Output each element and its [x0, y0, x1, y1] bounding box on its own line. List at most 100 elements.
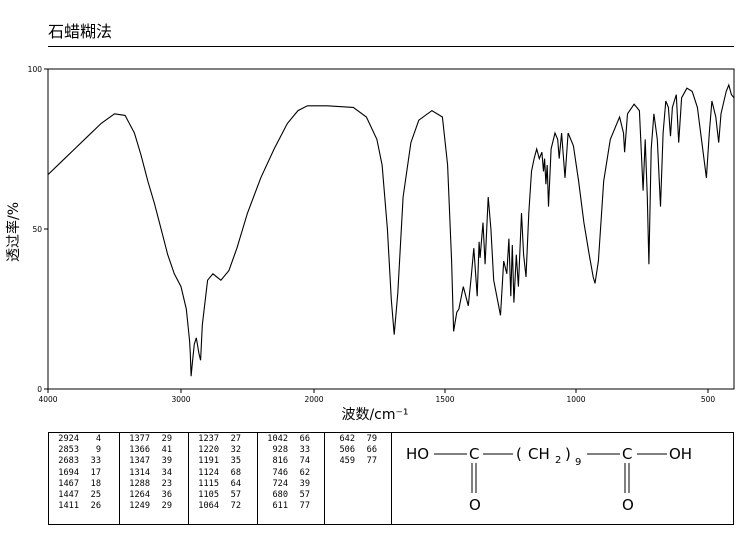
peak-table-row: 1220 32 [189, 445, 257, 456]
peak-transmittance: 74 [299, 456, 310, 467]
peak-wavenumber: 642 [339, 434, 355, 444]
peak-wavenumber: 1411 [58, 501, 79, 512]
y-tick-label: 0 [37, 385, 42, 394]
carbonyl-carbon-right: C [622, 445, 632, 463]
peak-wavenumber: 680 [272, 490, 288, 501]
peak-wavenumber: 2853 [58, 445, 79, 456]
structure-formula: HO C O ( CH 2 ) 9 C O OH [392, 433, 734, 524]
peak-wavenumber: 506 [339, 445, 355, 456]
peak-wavenumber: 928 [272, 445, 288, 456]
peak-transmittance: 18 [90, 478, 101, 489]
plot-frame [47, 68, 735, 390]
x-tick-label: 1500 [435, 395, 454, 404]
peak-wavenumber: 1347 [129, 456, 150, 467]
x-tick-label: 2000 [304, 395, 323, 404]
peak-wavenumber: 1377 [129, 434, 150, 444]
peak-table-row: 724 39 [258, 479, 324, 490]
peak-table-row: 746 62 [258, 468, 324, 479]
peak-wavenumber: 1694 [58, 467, 79, 478]
peak-table-row: 1264 36 [120, 490, 188, 501]
peak-wavenumber: 611 [272, 501, 288, 512]
peak-transmittance: 34 [161, 467, 172, 478]
peak-wavenumber: 1124 [198, 467, 219, 478]
peak-table-row: 1447 25 [49, 490, 119, 501]
chain-count: 9 [575, 457, 581, 468]
peak-wavenumber: 1314 [129, 467, 150, 478]
structure-diagram: HO C O ( CH 2 ) 9 C O OH [406, 445, 692, 514]
peak-transmittance: 79 [366, 434, 377, 444]
peak-table-row: 1366 41 [120, 445, 188, 456]
x-axis-ticks: 4000 3000 2000 1500 1000 500 [38, 389, 715, 404]
peak-table-row: 642 79 [325, 434, 391, 445]
peak-wavenumber: 2924 [58, 434, 79, 444]
oxygen-right: O [622, 496, 634, 514]
peak-transmittance: 41 [161, 445, 172, 456]
peak-table-column: 1042 66 928 33 816 74 746 62 724 39 680 57 611 77 [258, 433, 325, 524]
peak-table-row: 2924 4 [49, 434, 119, 445]
peak-transmittance: 29 [161, 501, 172, 512]
peak-wavenumber: 724 [272, 478, 288, 489]
peak-transmittance: 27 [230, 434, 241, 444]
peak-transmittance: 35 [230, 456, 241, 467]
peak-wavenumber: 1366 [129, 445, 150, 456]
peak-table-row: 1064 72 [189, 501, 257, 512]
peak-table-row: 1377 29 [120, 434, 188, 445]
peak-table: 2924 4 2853 9 2683 33 1694 17 1467 18 1447 25 1411 26… [48, 432, 734, 525]
peak-table-row: 1237 27 [189, 434, 257, 445]
peak-table-column: 1237 27 1220 32 1191 35 1124 68 1115 64 1105 57 1064… [189, 433, 258, 524]
peak-wavenumber: 1191 [198, 456, 219, 467]
peak-wavenumber: 1264 [129, 490, 150, 501]
y-tick-label: 50 [32, 225, 42, 234]
x-axis-label: 波数/cm⁻¹ [341, 407, 408, 423]
peak-wavenumber: 1105 [198, 490, 219, 501]
peak-wavenumber: 746 [272, 467, 288, 478]
peak-transmittance: 64 [230, 478, 241, 489]
peak-wavenumber: 1288 [129, 478, 150, 489]
peak-wavenumber: 1467 [58, 478, 79, 489]
oxygen-left: O [469, 496, 481, 514]
x-tick-label: 500 [701, 395, 716, 404]
peak-transmittance: 77 [366, 456, 377, 467]
spectrum-series-line [47, 83, 735, 377]
peak-transmittance: 57 [299, 490, 310, 501]
peak-transmittance: 33 [299, 445, 310, 456]
peak-table-row: 2853 9 [49, 445, 119, 456]
peak-table-row: 1288 23 [120, 479, 188, 490]
peak-table-row: 1411 26 [49, 501, 119, 512]
peak-table-row: 1191 35 [189, 456, 257, 467]
y-axis-label: 透过率/% [5, 202, 22, 262]
peak-transmittance: 68 [230, 467, 241, 478]
hydroxyl-right: OH [669, 445, 692, 463]
peak-transmittance: 77 [299, 501, 310, 512]
peak-table-row: 1347 39 [120, 456, 188, 467]
ir-spectrum-chart: 4000 3000 2000 1500 1000 500 0 50 100 波数/cm⁻¹ 透… [5, 65, 735, 423]
chain-subscript: 2 [555, 455, 561, 466]
chain-close-paren: ) [565, 445, 571, 463]
peak-wavenumber: 1447 [58, 490, 79, 501]
x-tick-label: 3000 [171, 395, 190, 404]
peak-table-row: 1694 17 [49, 468, 119, 479]
peak-transmittance: 57 [230, 490, 241, 501]
peak-transmittance: 29 [161, 434, 172, 444]
peak-transmittance: 66 [366, 445, 377, 456]
peak-wavenumber: 1249 [129, 501, 150, 512]
y-axis-ticks: 0 50 100 [28, 65, 48, 394]
peak-table-column: 1377 29 1366 41 1347 39 1314 34 1288 23 1264 36 1249… [120, 433, 189, 524]
peak-transmittance: 62 [299, 467, 310, 478]
peak-transmittance: 26 [90, 501, 101, 512]
peak-transmittance: 36 [161, 490, 172, 501]
peak-transmittance: 23 [161, 478, 172, 489]
peak-table-row: 1105 57 [189, 490, 257, 501]
peak-table-row: 1314 34 [120, 468, 188, 479]
x-tick-label: 1000 [566, 395, 585, 404]
peak-transmittance: 33 [90, 456, 101, 467]
title-divider [48, 46, 734, 47]
peak-wavenumber: 1115 [198, 478, 219, 489]
peak-table-row: 1042 66 [258, 434, 324, 445]
peak-wavenumber: 816 [272, 456, 288, 467]
peak-table-row: 1467 18 [49, 479, 119, 490]
peak-wavenumber: 1064 [198, 501, 219, 512]
peak-table-row: 1124 68 [189, 468, 257, 479]
peak-transmittance: 17 [90, 467, 101, 478]
peak-transmittance: 25 [90, 490, 101, 501]
